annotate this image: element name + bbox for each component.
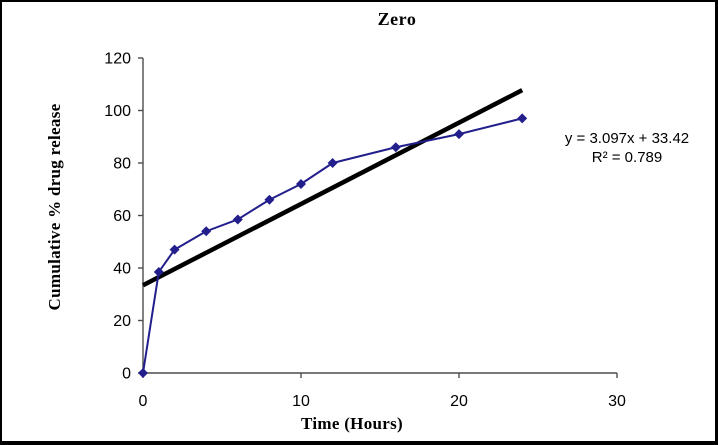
trendline-annotation: y = 3.097x + 33.42 R² = 0.789 <box>565 129 689 167</box>
x-tick-label: 30 <box>608 393 626 410</box>
data-point-marker <box>169 244 180 255</box>
trendline-equation: y = 3.097x + 33.42 <box>564 130 690 147</box>
x-tick-label: 0 <box>139 393 148 410</box>
y-tick-label: 20 <box>113 313 131 330</box>
y-tick-label: 40 <box>113 261 131 278</box>
trendline <box>141 88 524 288</box>
x-tick-label: 20 <box>450 393 468 410</box>
data-point-marker <box>454 129 464 140</box>
data-point-marker <box>390 142 401 153</box>
x-tick-label: 10 <box>292 393 310 410</box>
series-line <box>142 117 523 374</box>
data-point-marker <box>201 226 212 237</box>
y-tick-label: 100 <box>104 103 131 120</box>
data-point-marker <box>153 266 164 277</box>
r-squared-value: R² = 0.789 <box>591 149 663 166</box>
y-tick-label: 120 <box>104 51 131 68</box>
y-axis-label: Cumulative % drug release <box>45 103 64 311</box>
data-point-marker <box>296 179 306 189</box>
x-axis-label: Time (Hours) <box>301 414 403 433</box>
data-point-marker <box>232 214 243 225</box>
data-point-marker <box>138 368 148 378</box>
chart-title: Zero <box>377 9 417 29</box>
data-point-marker <box>327 158 338 168</box>
y-tick-label: 80 <box>113 156 131 173</box>
y-tick-label: 0 <box>122 366 131 383</box>
data-point-marker <box>264 194 275 205</box>
data-point-marker <box>517 113 528 124</box>
y-tick-label: 60 <box>113 208 131 225</box>
